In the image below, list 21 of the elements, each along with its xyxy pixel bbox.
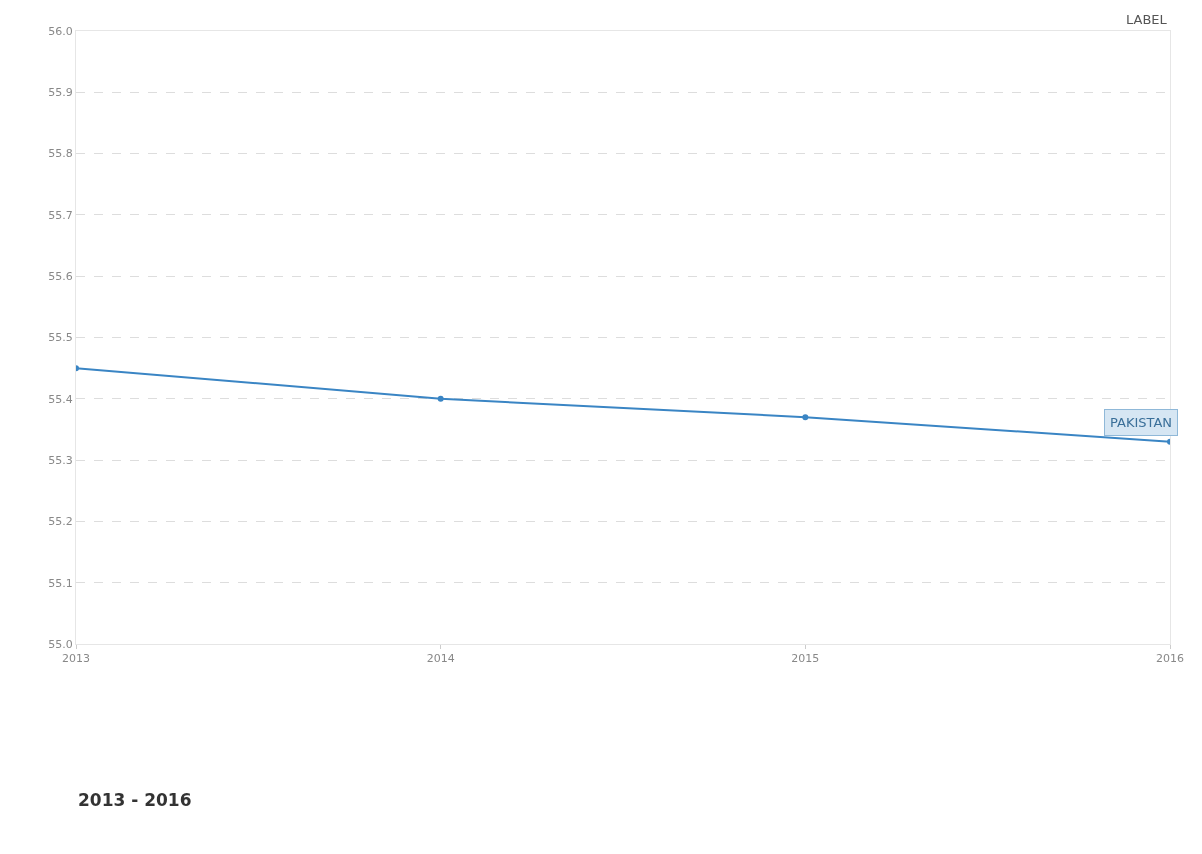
y-tick-label: 56.0	[48, 24, 73, 38]
y-tick-label: 55.1	[48, 576, 73, 590]
y-tick-label: 55.5	[48, 331, 73, 345]
x-tick-label: 2014	[426, 652, 455, 666]
text: 2013 - 2016	[78, 790, 192, 810]
y-tick-label: 55.6	[48, 270, 73, 284]
point	[802, 414, 809, 421]
line-series	[76, 365, 1170, 445]
y-tick-label: 55.8	[48, 147, 73, 161]
point	[437, 395, 444, 402]
y-tick-label: 55.0	[48, 637, 73, 651]
y-tick-label: 55.4	[48, 392, 73, 406]
y-tick-label: 55.9	[48, 86, 73, 100]
x-tick-label: 2015	[791, 652, 820, 666]
y-tick-label: 55.7	[48, 208, 73, 222]
series-label: PAKISTAN	[1110, 415, 1173, 430]
y-tick-label: 55.2	[48, 515, 73, 529]
text: LABEL	[1126, 12, 1168, 27]
x-tick-label: 2013	[62, 652, 90, 666]
x-tick-label: 2016	[1156, 652, 1184, 666]
y-tick-label: 55.3	[48, 453, 73, 467]
